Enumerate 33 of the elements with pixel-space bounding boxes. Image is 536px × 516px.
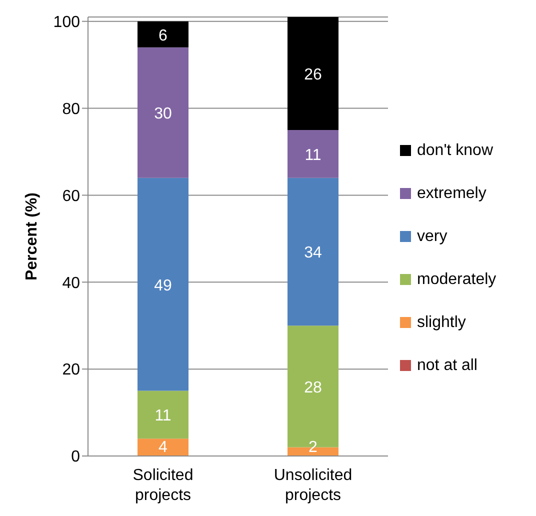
data-label: 6	[158, 27, 168, 44]
data-label: 30	[154, 106, 172, 123]
data-label: 28	[304, 379, 322, 396]
y-tick-label: 20	[62, 362, 80, 379]
bar	[138, 47, 188, 178]
data-label: 11	[304, 146, 322, 164]
bar	[138, 438, 188, 456]
bar	[138, 390, 188, 439]
x-tick-label: Unsolicited projects	[274, 467, 352, 504]
bar	[288, 130, 338, 178]
bar	[288, 178, 338, 326]
bar	[138, 21, 188, 48]
y-tick-label: 40	[62, 274, 80, 292]
data-label: 2	[308, 439, 318, 456]
bar	[288, 17, 338, 130]
legend-label: moderately	[416, 270, 498, 290]
legend-label: extremely	[416, 184, 488, 204]
y-tick-label: 80	[62, 100, 80, 118]
data-label: 11	[154, 408, 172, 425]
x-tick-label: Solicited projects	[132, 467, 194, 504]
data-label: 34	[304, 244, 322, 262]
legend-label: don't know	[416, 140, 494, 160]
data-label: 49	[154, 277, 172, 294]
bar	[138, 178, 188, 391]
legend-label: very	[416, 226, 448, 246]
legend-label: not at all	[416, 356, 478, 376]
data-label: 26	[304, 66, 322, 84]
y-tick-label: 100	[53, 14, 80, 32]
legend-label: slightly	[416, 312, 467, 332]
y-tick-label: 0	[71, 448, 80, 466]
data-label: 4	[158, 439, 168, 456]
y-tick-label: 60	[62, 188, 80, 205]
y-axis-title: Percent (%)	[24, 192, 41, 281]
